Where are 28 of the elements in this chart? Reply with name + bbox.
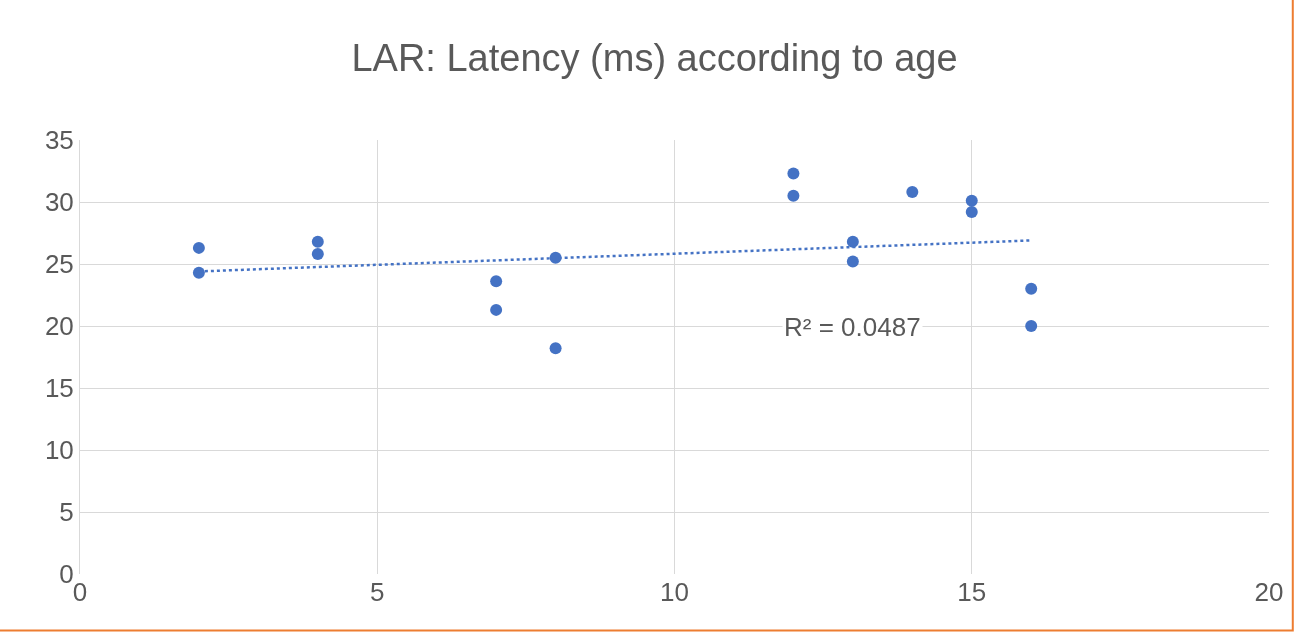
chart-title: LAR: Latency (ms) according to age xyxy=(351,36,958,79)
point xyxy=(490,303,503,316)
x-tick-label: 20 xyxy=(1254,577,1284,607)
point xyxy=(846,235,859,248)
y-tick-label: 10 xyxy=(44,435,74,466)
y-tick-label: 35 xyxy=(44,125,74,156)
y-tick-label: 25 xyxy=(44,249,74,280)
x-tick-label: 15 xyxy=(957,577,987,607)
point xyxy=(846,255,859,268)
point xyxy=(906,186,919,199)
point xyxy=(787,189,800,202)
point xyxy=(965,194,978,207)
point xyxy=(965,205,978,218)
point xyxy=(192,241,205,254)
point xyxy=(787,167,800,180)
annotation: R² = 0.0487 xyxy=(784,312,921,342)
x-tick-label: 5 xyxy=(370,577,385,607)
point xyxy=(311,235,324,248)
y-tick-label: 20 xyxy=(44,311,74,342)
point xyxy=(1025,282,1038,295)
y-tick-label: 15 xyxy=(44,373,74,404)
y-tick-label: 5 xyxy=(59,497,74,528)
point xyxy=(311,248,324,261)
point xyxy=(490,275,503,288)
y-tick-label: 30 xyxy=(44,187,74,218)
point xyxy=(549,342,562,355)
point xyxy=(1025,320,1038,332)
x-tick-label: 10 xyxy=(660,577,689,607)
